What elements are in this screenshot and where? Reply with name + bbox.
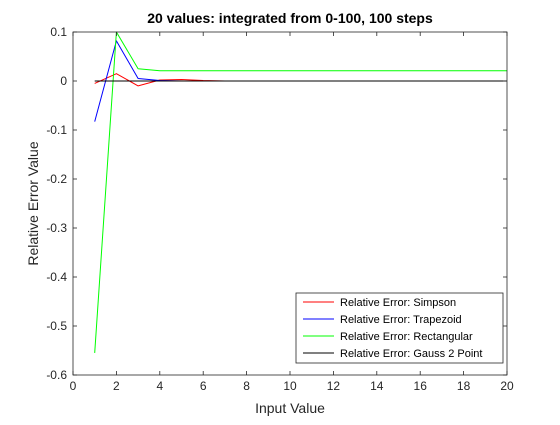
x-tick-label: 14: [370, 379, 384, 393]
legend-item-simpson: Relative Error: Simpson: [303, 297, 456, 309]
y-axis-label: Relative Error Value: [25, 141, 41, 265]
y-tick-label: -0.6: [46, 368, 67, 382]
y-tick-label: -0.5: [46, 319, 67, 333]
legend-box: [295, 292, 504, 364]
y-tick-label: 0.1: [50, 25, 67, 39]
series-line-rectangular: [94, 31, 507, 353]
legend-item-rectangular: Relative Error: Rectangular: [303, 331, 473, 343]
x-tick-label: 4: [156, 379, 163, 393]
x-tick-label: 18: [457, 379, 471, 393]
y-tick-label: -0.2: [46, 172, 67, 186]
x-tick-label: 2: [113, 379, 120, 393]
legend: Relative Error: Simpson Relative Error: T…: [295, 292, 504, 364]
y-tick-label: -0.1: [46, 123, 67, 137]
axis-ticks: 0 2 4 6 8 10 12 14 16 18 20 -0.6 -0.5 -0.4 -0.3 -0.2 -0.…: [46, 25, 514, 393]
y-tick-label: 0: [60, 74, 67, 88]
series-lines: [94, 31, 507, 353]
x-tick-label: 12: [327, 379, 341, 393]
x-tick-label: 8: [243, 379, 250, 393]
x-tick-label: 10: [283, 379, 297, 393]
legend-item-trapezoid: Relative Error: Trapezoid: [303, 314, 462, 326]
x-tick-label: 16: [414, 379, 428, 393]
legend-label: Relative Error: Trapezoid: [340, 314, 462, 326]
legend-label: Relative Error: Rectangular: [340, 331, 473, 343]
legend-label: Relative Error: Gauss 2 Point: [340, 348, 482, 360]
x-tick-label: 6: [200, 379, 207, 393]
x-tick-label: 0: [70, 379, 77, 393]
legend-item-gauss-2-point: Relative Error: Gauss 2 Point: [303, 348, 482, 360]
y-tick-label: -0.3: [46, 221, 67, 235]
x-axis-label: Input Value: [255, 400, 325, 416]
legend-label: Relative Error: Simpson: [340, 297, 456, 309]
x-tick-label: 20: [500, 379, 514, 393]
y-tick-label: -0.4: [46, 270, 67, 284]
chart-title: 20 values: integrated from 0-100, 100 st…: [147, 10, 433, 26]
